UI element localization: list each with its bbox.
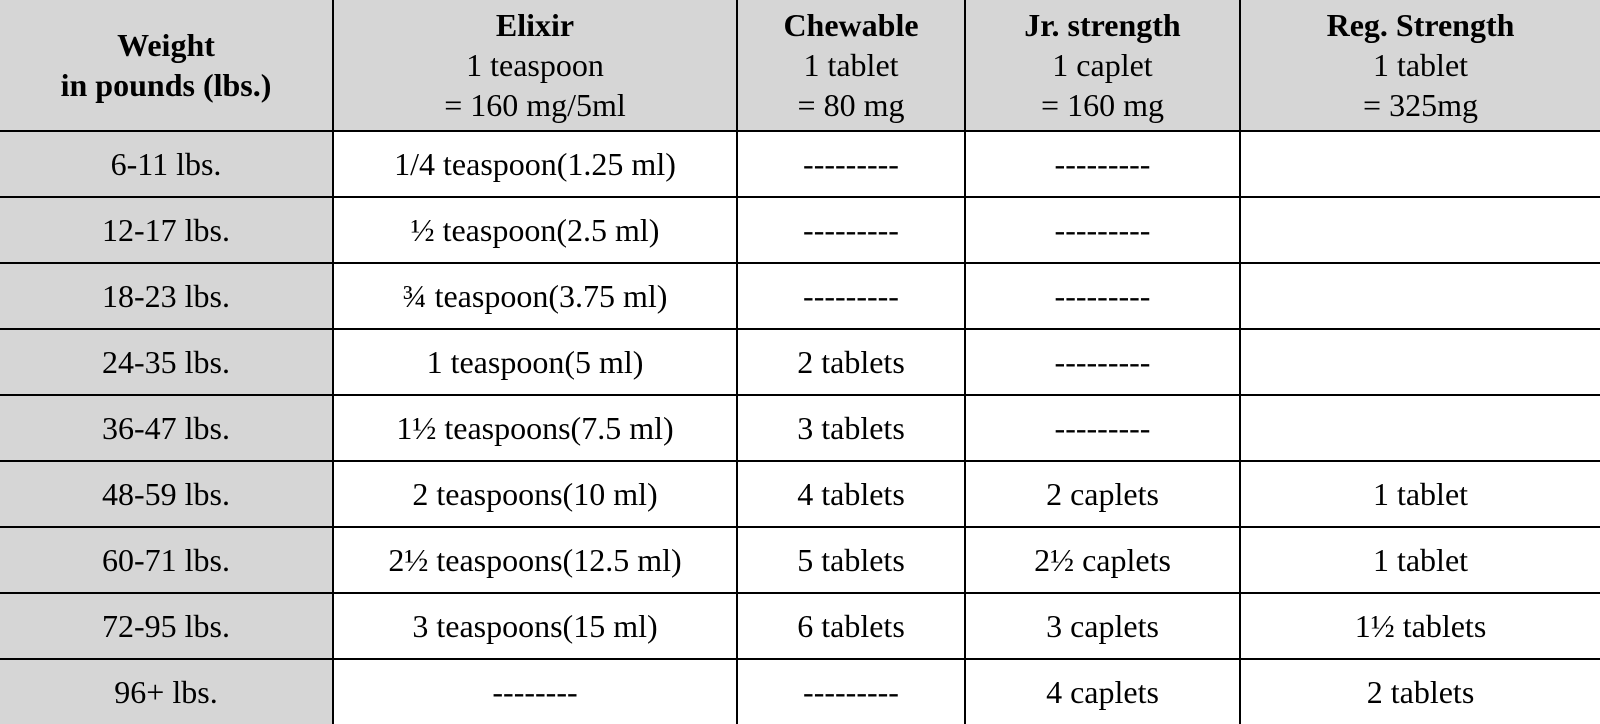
cell-chewable: 3 tablets xyxy=(737,395,965,461)
col-header-sub1: 1 teaspoon xyxy=(334,45,736,85)
cell-jr: --------- xyxy=(965,395,1240,461)
col-header-title: Chewable xyxy=(738,5,964,45)
col-header-sub2: = 325mg xyxy=(1241,85,1600,125)
col-header-sub1: in pounds (lbs.) xyxy=(0,65,332,105)
table-row: 60-71 lbs. 2½ teaspoons(12.5 ml) 5 table… xyxy=(0,527,1600,593)
table-row: 48-59 lbs. 2 teaspoons(10 ml) 4 tablets … xyxy=(0,461,1600,527)
cell-jr: --------- xyxy=(965,263,1240,329)
cell-reg: 1 tablet xyxy=(1240,461,1600,527)
cell-jr: 3 caplets xyxy=(965,593,1240,659)
cell-chewable: 6 tablets xyxy=(737,593,965,659)
cell-elixir: -------- xyxy=(333,659,737,724)
col-header-jr-strength: Jr. strength 1 caplet = 160 mg xyxy=(965,0,1240,131)
cell-weight: 18-23 lbs. xyxy=(0,263,333,329)
cell-elixir: 1½ teaspoons(7.5 ml) xyxy=(333,395,737,461)
cell-weight: 36-47 lbs. xyxy=(0,395,333,461)
col-header-weight: Weight in pounds (lbs.) xyxy=(0,0,333,131)
cell-elixir: 3 teaspoons(15 ml) xyxy=(333,593,737,659)
cell-elixir: 2½ teaspoons(12.5 ml) xyxy=(333,527,737,593)
cell-jr: 4 caplets xyxy=(965,659,1240,724)
col-header-reg-strength: Reg. Strength 1 tablet = 325mg xyxy=(1240,0,1600,131)
table-row: 18-23 lbs. ¾ teaspoon(3.75 ml) ---------… xyxy=(0,263,1600,329)
cell-reg: 1½ tablets xyxy=(1240,593,1600,659)
cell-chewable: --------- xyxy=(737,131,965,197)
table-body: 6-11 lbs. 1/4 teaspoon(1.25 ml) --------… xyxy=(0,131,1600,724)
cell-reg xyxy=(1240,329,1600,395)
cell-weight: 12-17 lbs. xyxy=(0,197,333,263)
cell-reg: 1 tablet xyxy=(1240,527,1600,593)
table-row: 6-11 lbs. 1/4 teaspoon(1.25 ml) --------… xyxy=(0,131,1600,197)
cell-weight: 6-11 lbs. xyxy=(0,131,333,197)
cell-jr: 2½ caplets xyxy=(965,527,1240,593)
cell-jr: --------- xyxy=(965,197,1240,263)
cell-reg xyxy=(1240,131,1600,197)
cell-chewable: 2 tablets xyxy=(737,329,965,395)
col-header-sub1: 1 tablet xyxy=(738,45,964,85)
cell-chewable: 4 tablets xyxy=(737,461,965,527)
dosage-table: Weight in pounds (lbs.) Elixir 1 teaspoo… xyxy=(0,0,1600,724)
cell-weight: 96+ lbs. xyxy=(0,659,333,724)
col-header-title: Weight xyxy=(0,25,332,65)
cell-elixir: 1 teaspoon(5 ml) xyxy=(333,329,737,395)
cell-reg xyxy=(1240,197,1600,263)
cell-chewable: --------- xyxy=(737,197,965,263)
col-header-chewable: Chewable 1 tablet = 80 mg xyxy=(737,0,965,131)
cell-elixir: 2 teaspoons(10 ml) xyxy=(333,461,737,527)
cell-elixir: ½ teaspoon(2.5 ml) xyxy=(333,197,737,263)
col-header-sub2: = 160 mg/5ml xyxy=(334,85,736,125)
cell-jr: --------- xyxy=(965,131,1240,197)
cell-reg xyxy=(1240,263,1600,329)
table-row: 72-95 lbs. 3 teaspoons(15 ml) 6 tablets … xyxy=(0,593,1600,659)
col-header-title: Reg. Strength xyxy=(1241,5,1600,45)
table-row: 12-17 lbs. ½ teaspoon(2.5 ml) --------- … xyxy=(0,197,1600,263)
col-header-title: Jr. strength xyxy=(966,5,1239,45)
cell-elixir: 1/4 teaspoon(1.25 ml) xyxy=(333,131,737,197)
cell-chewable: --------- xyxy=(737,659,965,724)
table-row: 96+ lbs. -------- --------- 4 caplets 2 … xyxy=(0,659,1600,724)
cell-weight: 48-59 lbs. xyxy=(0,461,333,527)
cell-weight: 24-35 lbs. xyxy=(0,329,333,395)
col-header-sub1: 1 tablet xyxy=(1241,45,1600,85)
cell-chewable: 5 tablets xyxy=(737,527,965,593)
col-header-title: Elixir xyxy=(334,5,736,45)
col-header-sub2: = 160 mg xyxy=(966,85,1239,125)
cell-elixir: ¾ teaspoon(3.75 ml) xyxy=(333,263,737,329)
col-header-sub2: = 80 mg xyxy=(738,85,964,125)
table-row: 36-47 lbs. 1½ teaspoons(7.5 ml) 3 tablet… xyxy=(0,395,1600,461)
col-header-sub1: 1 caplet xyxy=(966,45,1239,85)
cell-reg xyxy=(1240,395,1600,461)
col-header-elixir: Elixir 1 teaspoon = 160 mg/5ml xyxy=(333,0,737,131)
cell-jr: 2 caplets xyxy=(965,461,1240,527)
cell-jr: --------- xyxy=(965,329,1240,395)
table-row: 24-35 lbs. 1 teaspoon(5 ml) 2 tablets --… xyxy=(0,329,1600,395)
cell-chewable: --------- xyxy=(737,263,965,329)
cell-weight: 60-71 lbs. xyxy=(0,527,333,593)
cell-reg: 2 tablets xyxy=(1240,659,1600,724)
cell-weight: 72-95 lbs. xyxy=(0,593,333,659)
table-header-row: Weight in pounds (lbs.) Elixir 1 teaspoo… xyxy=(0,0,1600,131)
